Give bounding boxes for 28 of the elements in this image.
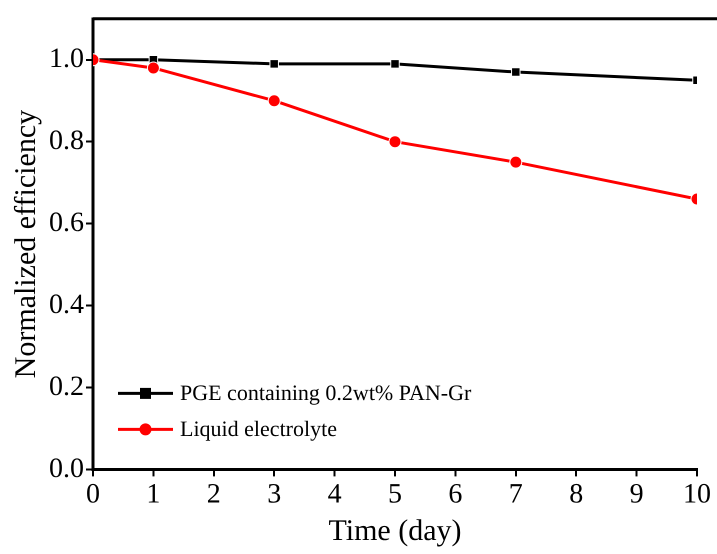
x-tick-label: 9 xyxy=(630,478,644,510)
x-axis-title: Time (day) xyxy=(328,514,462,547)
y-tick-label: 0.0 xyxy=(49,452,84,484)
point xyxy=(268,94,281,108)
y-tick-label: 1.0 xyxy=(49,43,84,74)
x-tick-label: 4 xyxy=(328,478,342,510)
x-tick-label: 3 xyxy=(267,478,282,510)
x-tick-label: 7 xyxy=(508,478,523,510)
x-tick-label: 10 xyxy=(683,478,711,510)
x-tick-label: 6 xyxy=(448,478,462,510)
x-tick-label: 0 xyxy=(86,478,100,510)
y-tick-label: 0.8 xyxy=(49,125,84,156)
point xyxy=(388,135,402,148)
point xyxy=(146,61,160,74)
y-tick-label: 0.4 xyxy=(49,288,84,320)
x-tick-label: 5 xyxy=(388,478,402,510)
point xyxy=(511,67,521,77)
x-tick-label: 8 xyxy=(569,478,584,510)
legend-label: Liquid electrolyte xyxy=(180,416,337,442)
y-axis-title: Normalized efficiency xyxy=(8,110,42,378)
y-tick-label: 0.2 xyxy=(49,370,84,402)
point xyxy=(390,59,400,69)
point xyxy=(509,156,522,169)
y-tick-label: 0.6 xyxy=(49,206,84,238)
x-tick-label: 2 xyxy=(206,478,221,510)
legend-label: PGE containing 0.2wt% PAN-Gr xyxy=(180,380,472,406)
point xyxy=(269,59,279,69)
x-tick-label: 1 xyxy=(146,478,160,510)
